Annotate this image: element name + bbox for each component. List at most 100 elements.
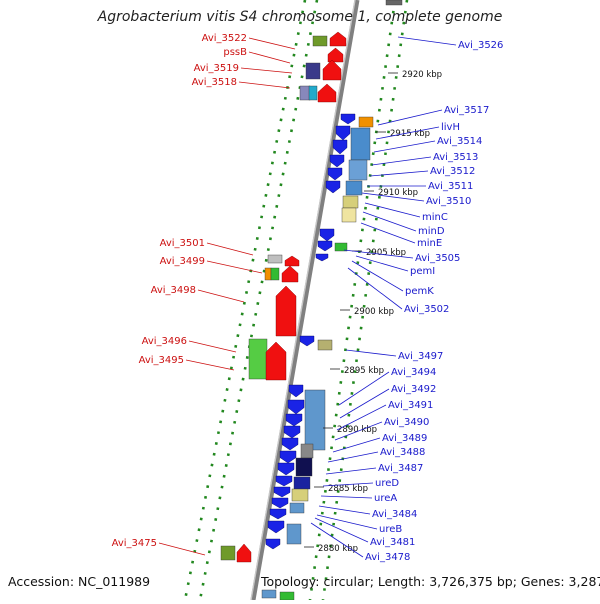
gene-leader-right-22 — [325, 467, 377, 475]
gene-bottom-a — [261, 589, 277, 599]
gene-label-right-3: Avi_3514 — [437, 136, 482, 147]
gene-avi-3475 — [220, 545, 236, 561]
gene-leader-left-4 — [206, 242, 254, 256]
gene-avi-3511-arrow — [327, 167, 343, 181]
gene-label-left-1: pssB — [223, 47, 247, 58]
topology-text: Topology: circular; Length: 3,726,375 bp… — [261, 574, 600, 589]
gene-avi-3522-arrow — [329, 31, 347, 47]
gene-leader-right-9 — [362, 211, 417, 232]
gene-leader-right-16 — [338, 371, 390, 406]
kbp-tick-label-7: 2885 kbp — [328, 484, 368, 494]
gene-label-right-27: Avi_3481 — [370, 537, 415, 548]
gene-avi-3499 — [281, 265, 299, 283]
tick-layer: 2920 kbp 2915 kbp 2910 kbp 2905 kbp 2900 kbp… — [304, 70, 442, 554]
gene-ured — [295, 457, 313, 477]
gene-label-right-22: Avi_3487 — [378, 463, 423, 474]
gene-label-left-2: Avi_3519 — [194, 63, 239, 74]
gene-avi-3518-box1 — [299, 85, 311, 101]
gene-leader-right-11 — [343, 249, 414, 259]
gene-avi-3487-arrow — [279, 450, 297, 464]
gene-leader-right-19 — [334, 421, 383, 441]
gene-avi-3501 — [267, 254, 283, 264]
gene-label-left-3: Avi_3518 — [192, 77, 237, 88]
gene-livh — [358, 116, 374, 128]
gene-label-right-2: livH — [441, 122, 460, 133]
gene-avi-3492-arrow — [287, 399, 305, 415]
backbone-highlight — [250, 0, 356, 601]
label-layer: Avi_3522 pssB Avi_3519 Avi_3518 Avi_3501 Avi_… — [112, 33, 504, 563]
gene-block-b — [348, 159, 368, 181]
gene-block-e — [289, 502, 305, 514]
gene-label-right-12: pemI — [410, 266, 435, 277]
gene-block-c — [345, 180, 363, 196]
gene-label-right-5: Avi_3512 — [430, 166, 475, 177]
gene-avi-3484-arrow — [275, 475, 293, 487]
gene-avi-3489-arrow — [281, 437, 299, 451]
gene-label-left-5: Avi_3499 — [160, 256, 205, 267]
gene-leader-right-3 — [373, 140, 436, 153]
gene-leader-left-7 — [188, 340, 237, 353]
gene-label-right-1: Avi_3517 — [444, 105, 489, 116]
gene-mind — [342, 195, 359, 209]
gene-avi-3526 — [385, 0, 403, 6]
kbp-tick-label-6: 2890 kbp — [337, 425, 377, 435]
gene-leader-right-10 — [360, 222, 416, 244]
gene-avi-3497 — [317, 339, 333, 351]
gene-avi-3501-arrow — [284, 255, 300, 267]
gene-block-g-arrow — [265, 538, 281, 550]
gene-leader-right-23 — [322, 482, 374, 487]
gene-label-left-4: Avi_3501 — [160, 238, 205, 249]
gene-block-a — [350, 127, 371, 161]
gene-avi-3484 — [291, 488, 309, 502]
gene-avi-3519-box — [305, 62, 321, 80]
gene-avi-3497-arrow — [299, 335, 315, 347]
gene-label-right-23: ureD — [375, 478, 399, 489]
gene-leader-left-9 — [158, 542, 206, 556]
gene-avi-3519 — [322, 59, 342, 81]
gene-leader-right-25 — [318, 505, 371, 515]
gene-avi-3499-b — [270, 267, 280, 281]
gene-pssb — [327, 47, 344, 63]
gene-mine — [341, 207, 357, 223]
gene-avi-3512-arrow — [329, 154, 345, 168]
gene-leader-left-1 — [248, 51, 291, 64]
gene-block-f — [286, 523, 302, 545]
gene-ureb-arrow — [273, 486, 291, 498]
tick-ring-3 — [308, 0, 397, 601]
gene-leader-right-0 — [397, 36, 457, 46]
gene-label-right-28: Avi_3478 — [365, 552, 410, 563]
gene-label-right-11: Avi_3505 — [415, 253, 460, 264]
gene-avi-3518 — [317, 83, 337, 103]
gene-avi-3517-arrow — [340, 113, 356, 125]
kbp-tick-label-4: 2900 kbp — [354, 307, 394, 317]
tick-ring-1 — [321, 0, 409, 601]
gene-block-f-arrow — [267, 520, 285, 534]
ring-layer — [183, 0, 409, 601]
gene-leader-right-27 — [314, 517, 369, 543]
gene-avi-3513-arrow — [332, 139, 348, 155]
gene-label-right-18: Avi_3491 — [388, 400, 433, 411]
gene-label-right-21: Avi_3488 — [380, 447, 425, 458]
gene-label-right-14: Avi_3502 — [404, 304, 449, 315]
gene-label-right-8: minC — [422, 212, 448, 223]
gene-leader-right-20 — [332, 437, 381, 453]
kbp-tick-label-5: 2895 kbp — [344, 366, 384, 376]
gene-label-left-6: Avi_3498 — [151, 285, 196, 296]
kbp-tick-label-0: 2920 kbp — [402, 70, 442, 80]
gene-avi-3496 — [248, 338, 268, 380]
feature-layer — [220, 0, 403, 601]
gene-avi-3478-arrow — [269, 508, 287, 520]
gene-label-right-17: Avi_3492 — [391, 384, 436, 395]
gene-pemi-arrow — [319, 228, 335, 242]
gene-leader-right-13 — [351, 260, 404, 292]
gene-avi-3481-arrow — [271, 497, 289, 509]
gene-leader-right-17 — [339, 388, 390, 419]
gene-avi-3488 — [300, 443, 314, 459]
gene-avi-3475-arrow — [236, 543, 252, 563]
gene-label-left-9: Avi_3475 — [112, 538, 157, 549]
kbp-tick-label-3: 2905 kbp — [366, 248, 406, 258]
gene-avi-3522 — [312, 35, 328, 47]
gene-leader-right-4 — [371, 156, 432, 166]
gene-label-right-10: minE — [417, 238, 442, 249]
gene-label-right-26: ureB — [379, 524, 402, 535]
